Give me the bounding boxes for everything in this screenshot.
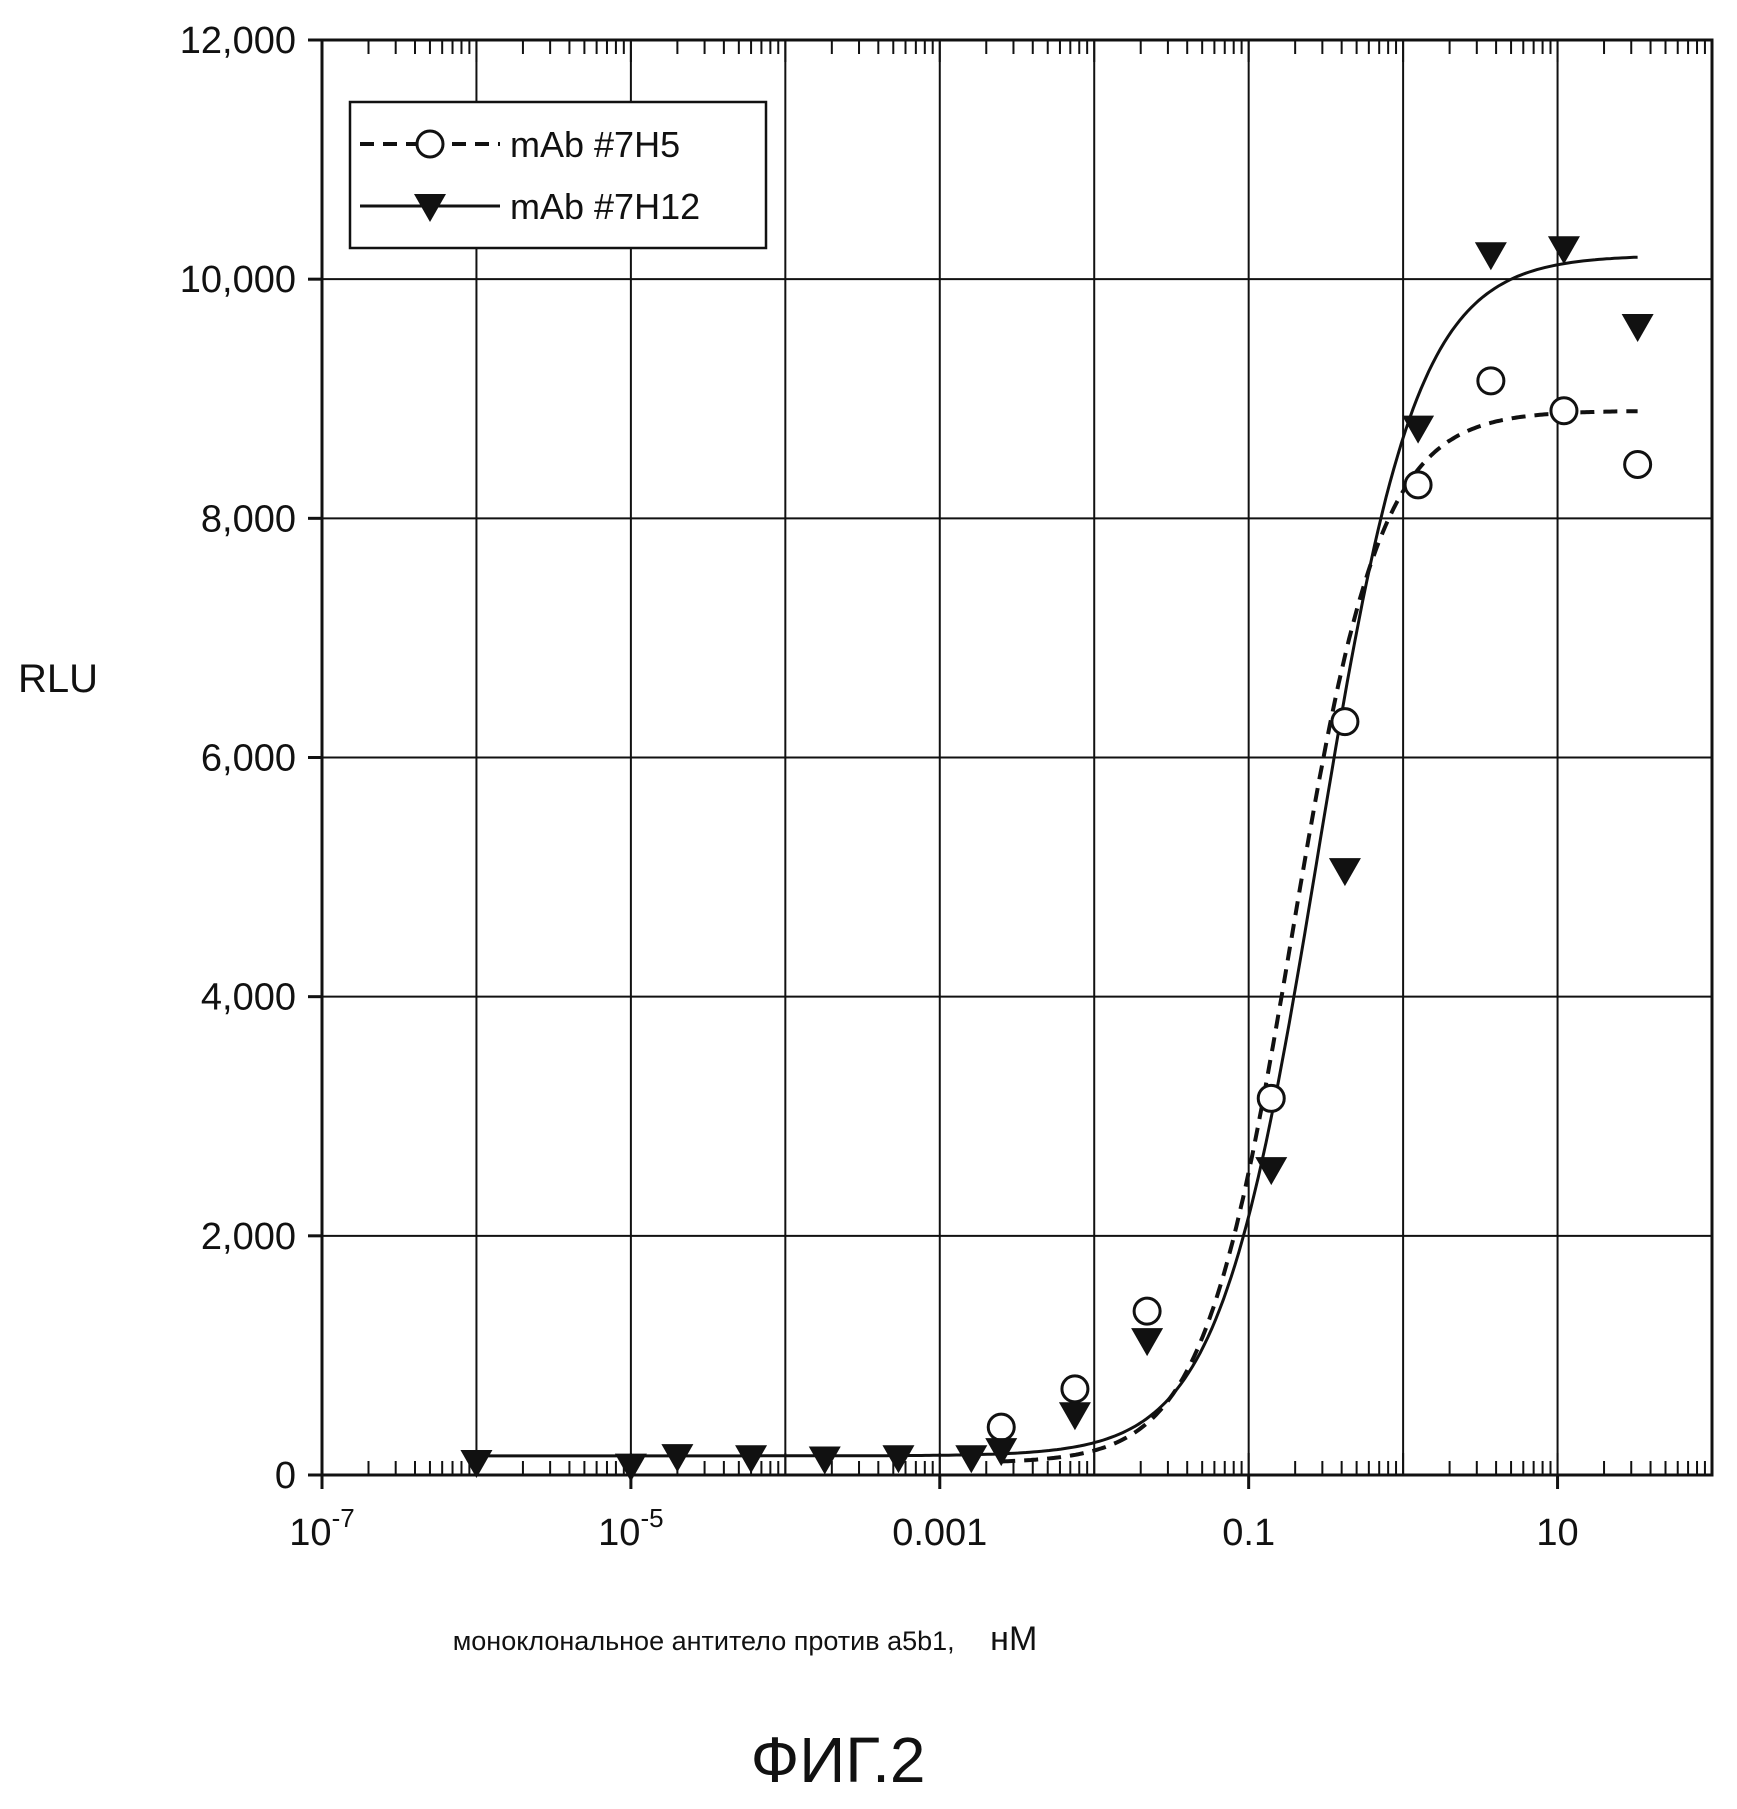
data-point-7h12: [1402, 415, 1435, 444]
legend-label-7h5: mAb #7H5: [510, 124, 680, 165]
data-point-7h5: [1549, 396, 1579, 426]
x-axis-unit: нМ: [990, 1620, 1037, 1658]
x-tick-label: 10-7: [289, 1503, 354, 1554]
figure-caption: ФИГ.2: [751, 1724, 926, 1796]
data-points: [460, 236, 1654, 1482]
data-point-7h12: [614, 1453, 647, 1482]
data-point-7h5: [1623, 450, 1653, 480]
legend-box: [348, 100, 768, 250]
data-point-7h5: [1060, 1374, 1090, 1404]
y-tick-label: 6,000: [201, 738, 296, 780]
data-point-7h5: [1132, 1296, 1162, 1326]
y-tick-labels: 0 2,000 4,000 6,000 8,000 10,000 12,000: [180, 20, 296, 1497]
x-axis-label: моноклональное антитело против a5b1, нМ: [453, 1620, 1038, 1658]
data-point-7h12: [1255, 1157, 1288, 1186]
x-tick-label: 10: [1536, 1512, 1578, 1554]
data-point-7h5: [1330, 707, 1360, 737]
legend-label-7h12: mAb #7H12: [510, 186, 700, 227]
y-tick-label: 0: [275, 1455, 296, 1497]
legend-marker-7h5: [415, 129, 445, 159]
x-tick-labels: 10-7 10-5 0.001 0.1 10: [289, 1503, 1578, 1554]
y-tick-label: 12,000: [180, 20, 296, 62]
data-point-7h12: [1621, 314, 1654, 342]
data-point-7h5: [1476, 366, 1506, 396]
fit-curve-7h5: [1001, 409, 1638, 1464]
y-tick-label: 4,000: [201, 977, 296, 1019]
data-point-7h12: [735, 1445, 768, 1474]
data-point-7h12: [955, 1445, 988, 1474]
data-point-7h5: [1403, 470, 1433, 500]
data-point-7h12: [661, 1444, 694, 1473]
data-point-7h12: [1058, 1402, 1091, 1431]
y-tick-label: 10,000: [180, 259, 296, 301]
y-axis-label: RLU: [18, 657, 98, 701]
legend: mAb #7H5 mAb #7H12: [348, 100, 768, 250]
x-tick-label: 10-5: [598, 1503, 663, 1554]
data-point-7h12: [460, 1450, 493, 1479]
y-tick-label: 2,000: [201, 1216, 296, 1258]
x-tick-label: 0.001: [892, 1512, 987, 1554]
data-point-7h5: [986, 1412, 1016, 1442]
plot-frame: [320, 38, 1714, 1477]
data-point-7h12: [1328, 858, 1361, 887]
data-point-7h12: [1131, 1328, 1164, 1357]
y-tick-label: 8,000: [201, 498, 296, 540]
data-point-7h12: [1474, 242, 1507, 271]
data-point-7h5: [1256, 1083, 1286, 1113]
x-tick-label: 0.1: [1222, 1512, 1275, 1554]
data-point-7h12: [882, 1445, 915, 1474]
legend-marker-7h12: [414, 194, 446, 222]
data-point-7h12: [808, 1446, 841, 1475]
data-point-7h12: [1547, 236, 1580, 265]
x-axis-label-text: моноклональное антитело против a5b1,: [453, 1626, 955, 1656]
data-point-7h12: [985, 1438, 1018, 1467]
